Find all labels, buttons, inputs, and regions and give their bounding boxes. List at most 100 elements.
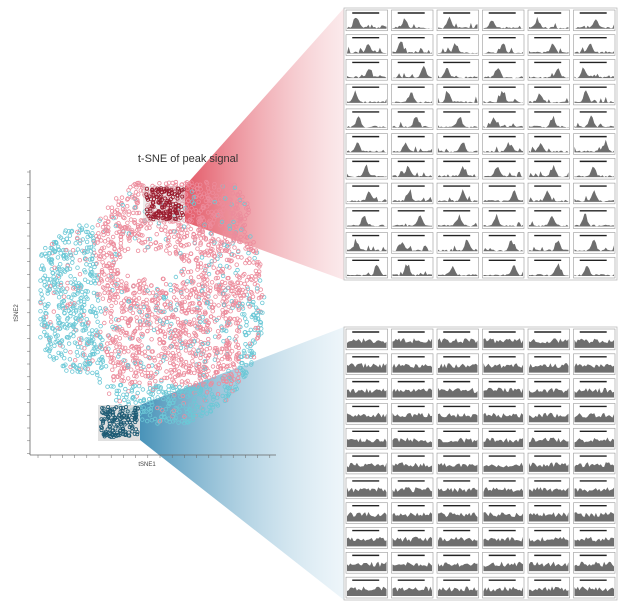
scatter-point	[226, 318, 232, 323]
scatter-point	[258, 287, 263, 292]
cluster-point	[149, 214, 154, 219]
scatter-point	[99, 269, 105, 275]
scatter-point	[210, 309, 215, 314]
scatter-point	[226, 368, 231, 374]
scatter-point	[98, 365, 104, 371]
scatter-point	[210, 305, 216, 310]
cluster-point	[163, 196, 168, 201]
scatter-point	[102, 239, 108, 244]
mini-signal	[438, 117, 478, 128]
scatter-point	[67, 250, 73, 255]
scatter-point	[100, 359, 105, 364]
scatter-point	[98, 342, 103, 347]
scatter-point	[247, 296, 252, 302]
scatter-point	[171, 185, 177, 191]
scatter-point	[160, 329, 166, 334]
scatter-point	[191, 317, 197, 322]
scatter-point	[144, 297, 149, 303]
scatter-point	[75, 283, 80, 289]
scatter-point	[129, 336, 134, 341]
cluster-point	[120, 426, 125, 431]
scatter-point	[116, 223, 121, 229]
scatter-point	[156, 245, 161, 251]
scatter-point	[187, 393, 193, 398]
scatter-point	[98, 324, 103, 329]
scatter-point	[149, 375, 154, 380]
scatter-point	[76, 367, 82, 372]
scatter-point	[192, 407, 198, 412]
scatter-point	[205, 355, 210, 360]
cluster-point	[113, 426, 118, 431]
scatter-point	[147, 396, 152, 402]
scatter-point	[166, 387, 171, 393]
scatter-point	[213, 294, 218, 299]
scatter-point	[43, 305, 48, 311]
scatter-point	[75, 265, 80, 270]
scatter-point	[68, 310, 73, 316]
scatter-point	[179, 270, 184, 275]
scatter-point	[109, 355, 115, 360]
scatter-point	[188, 269, 194, 274]
scatter-point	[163, 282, 169, 287]
scatter-point	[231, 253, 237, 258]
scatter-point	[41, 267, 46, 272]
scatter-point	[120, 228, 126, 234]
scatter-point	[211, 254, 217, 259]
scatter-point	[148, 370, 154, 375]
scatter-point	[45, 291, 50, 296]
scatter-point	[74, 349, 80, 355]
scatter-point	[223, 316, 228, 321]
mini-signal	[483, 338, 523, 348]
scatter-point	[260, 310, 265, 315]
scatter-point	[240, 368, 245, 373]
cluster-point	[157, 196, 162, 201]
scatter-point	[61, 268, 67, 273]
scatter-point	[153, 371, 158, 377]
scatter-point	[170, 180, 175, 186]
scatter-point	[87, 361, 92, 366]
scatter-point	[105, 283, 110, 288]
scatter-point	[260, 300, 265, 306]
scatter-point	[158, 385, 163, 390]
scatter-point	[164, 248, 169, 253]
highlight-clusters	[99, 186, 186, 439]
scatter-point	[53, 334, 59, 339]
cluster-point	[181, 187, 186, 192]
scatter-point	[224, 338, 230, 343]
scatter-point	[118, 241, 123, 246]
scatter-point	[114, 252, 119, 257]
scatter-point	[77, 258, 82, 263]
scatter-point	[244, 370, 249, 376]
cluster-point	[157, 200, 162, 205]
mini-signal	[574, 19, 614, 29]
scatter-point	[125, 362, 130, 368]
scatter-point	[41, 276, 46, 281]
scatter-point	[172, 283, 177, 288]
scatter-point	[104, 349, 109, 355]
scatter-point	[185, 186, 190, 191]
mini-signal	[483, 412, 523, 423]
scatter-point	[231, 210, 236, 215]
scatter-point	[87, 233, 93, 238]
scatter-point	[203, 384, 209, 389]
scatter-point	[154, 231, 159, 237]
scatter-point	[73, 280, 78, 285]
mini-signal	[438, 487, 478, 497]
cluster-point	[133, 410, 138, 415]
scatter-point	[191, 339, 196, 344]
scatter-point	[122, 366, 127, 371]
scatter-point	[134, 370, 139, 375]
scatter-point	[183, 310, 188, 316]
scatter-point	[104, 308, 109, 313]
scatter-point	[245, 344, 250, 349]
scatter-point	[182, 234, 187, 240]
scatter-point	[132, 220, 137, 225]
scatter-point	[255, 332, 261, 337]
scatter-point	[147, 236, 153, 242]
scatter-point	[58, 262, 63, 267]
scatter-point	[209, 392, 215, 397]
scatter-point	[200, 315, 205, 320]
mini-signal	[483, 20, 523, 29]
scatter-point	[167, 360, 173, 366]
scatter-point	[138, 232, 143, 238]
